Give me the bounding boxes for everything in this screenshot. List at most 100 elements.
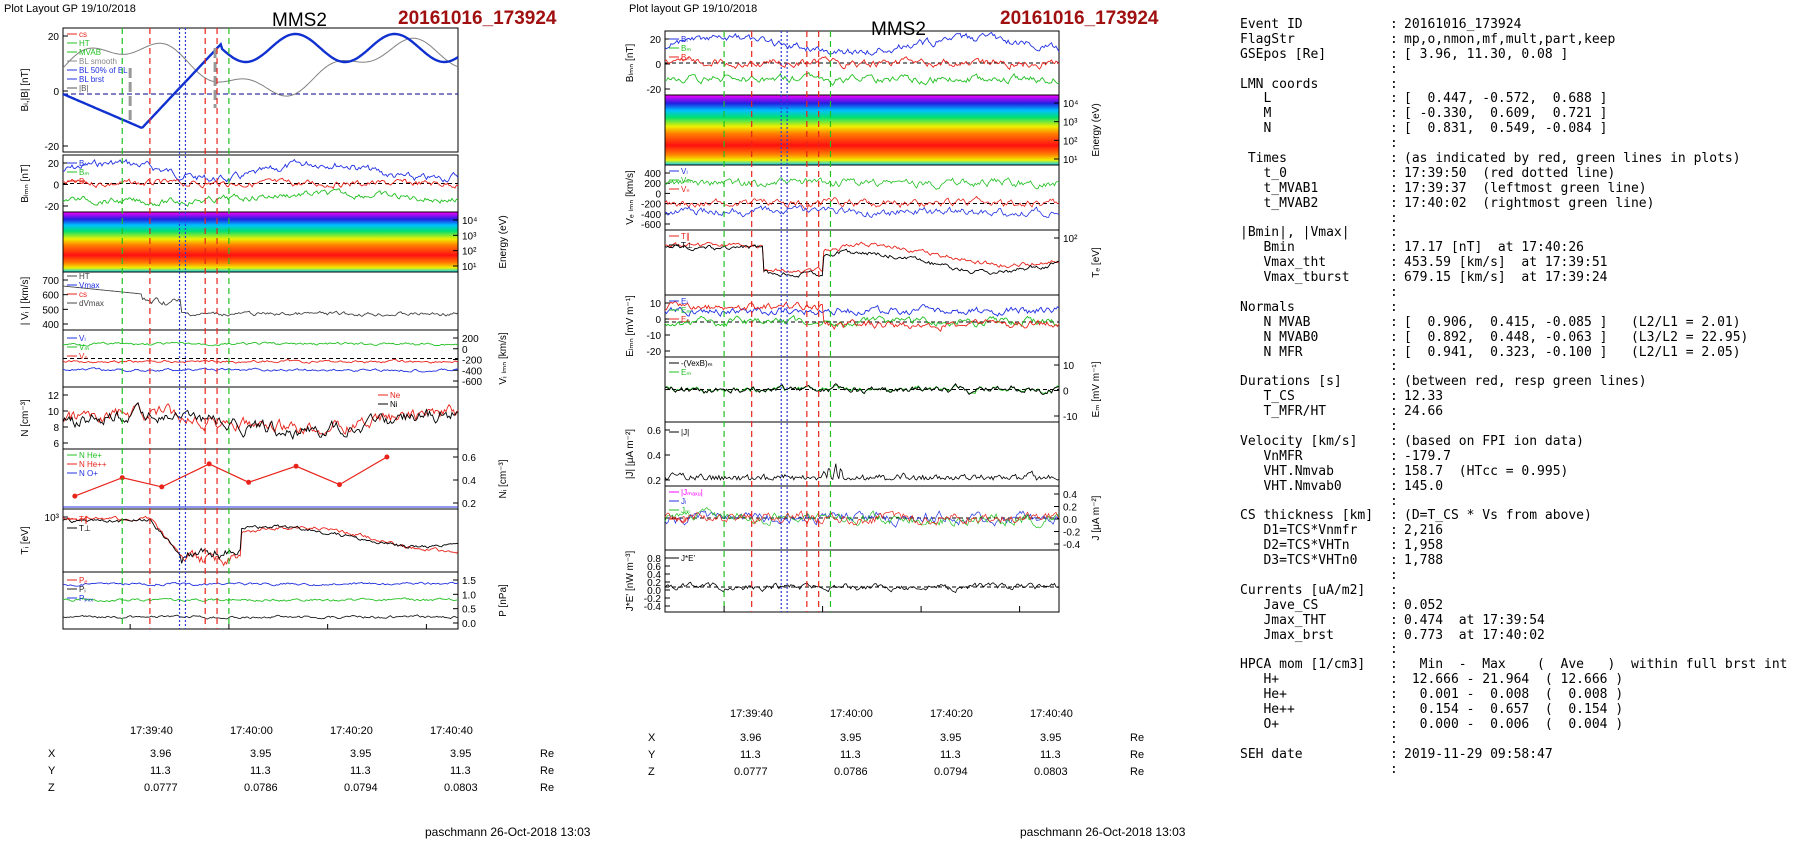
pos-value: 0.0794: [344, 782, 378, 794]
summary-label: N MVAB0: [1240, 330, 1319, 345]
middle-time-tick: 17:39:40: [730, 708, 773, 720]
left-panel-vi-tick-label: 700: [42, 276, 59, 287]
left-panel-nhpca-point: [246, 479, 252, 485]
left-panel-n-tick-label: 10: [48, 407, 60, 418]
pos-unit: Re: [540, 748, 555, 760]
middle-panel-jlmn-series-jl: [664, 510, 1060, 528]
summary-colon: :: [1390, 761, 1398, 777]
summary-value: Min - Max ( Ave ) within full brst int: [1404, 658, 1788, 673]
summary-row: t_0:17:39:50 (red dotted line): [1240, 166, 1800, 182]
summary-colon: :: [1390, 657, 1398, 673]
summary-label: N MVAB: [1240, 315, 1311, 330]
left-panel-bl-legend-entry: HT: [79, 39, 90, 48]
pos-value: 11.3: [1040, 749, 1061, 761]
middle-panel-elmn-series-em: [664, 314, 1060, 328]
summary-colon: :: [1390, 731, 1398, 747]
middle-panel-elmn-tick-label: -20: [647, 347, 662, 358]
summary-colon: :: [1390, 642, 1398, 658]
summary-colon: :: [1390, 433, 1398, 449]
summary-row: :: [1240, 643, 1800, 658]
left-panel-vilmn-tick-label: 0: [462, 345, 468, 356]
summary-label: O+: [1240, 717, 1280, 732]
middle-panel-blmn-ylabel: Bₗₘₙ [nT]: [625, 44, 636, 83]
left-panel-blmn-legend-entry: Bₙ: [79, 177, 88, 186]
middle-panel-jlmn-tick-label: 0.2: [1063, 503, 1077, 514]
summary-value: 0.001 - 0.008 ( 0.008 ): [1404, 688, 1624, 703]
summary-colon: :: [1390, 299, 1398, 315]
pos-label: Z: [648, 766, 655, 778]
summary-colon: :: [1390, 374, 1398, 390]
left-layout-label: Plot Layout GP 19/10/2018: [4, 3, 136, 15]
pos-value: 11.3: [840, 749, 861, 761]
summary-row: Velocity [km/s]: (based on FPI ion data): [1240, 433, 1800, 450]
pos-label: Y: [48, 765, 56, 777]
middle-panel-je-tick-label: 0.6: [647, 562, 661, 573]
pos-unit: Re: [1130, 732, 1145, 744]
pos-value: 3.95: [940, 732, 962, 744]
left-panel-blmn-legend-entry: Bₗ: [79, 159, 86, 168]
left-panel-bl-legend-entry: |B|: [79, 84, 89, 93]
summary-colon: :: [1390, 285, 1398, 301]
summary-label: t_MVAB2: [1240, 196, 1319, 211]
summary-colon: :: [1390, 448, 1398, 464]
summary-label: Currents [uA/m2]: [1240, 583, 1366, 598]
middle-panel-spec: 10⁴ 10³ 10² 10¹ Energy (eV): [664, 94, 1102, 166]
summary-label: [1240, 360, 1390, 375]
summary-row: Durations [s]: (between red, resp green l…: [1240, 374, 1800, 390]
middle-panel-ve-legend-entry: Vₘ: [681, 176, 691, 185]
middle-panel-je-series-je: [664, 581, 1060, 594]
pos-value: 11.3: [150, 765, 171, 777]
summary-value: -179.7: [1404, 449, 1451, 464]
middle-panel-te-series-tpar: [664, 241, 1060, 274]
pos-label: X: [648, 732, 656, 744]
summary-value: [1404, 63, 1800, 78]
summary-label: Jmax_THT: [1240, 613, 1327, 628]
summary-colon: :: [1390, 478, 1398, 494]
left-panel-vilmn-tick-label: -600: [462, 377, 482, 388]
middle-time-tick: 17:40:20: [930, 708, 973, 720]
pos-value: 0.0803: [1034, 766, 1068, 778]
left-panel-blmn-series-bm: [62, 177, 459, 190]
summary-value: 1,788: [1404, 554, 1444, 569]
middle-panel-spec-ylabel: Energy (eV): [1091, 103, 1102, 156]
pos-value: 3.95: [450, 748, 472, 760]
left-panel-nhpca-tick-label: 0.2: [462, 499, 476, 510]
summary-row: T_CS:12.33: [1240, 389, 1800, 405]
middle-panel-jlmn-legend-entry: Jₙ: [681, 515, 688, 524]
summary-label: |Bmin|, |Vmax|: [1240, 226, 1350, 241]
left-panel-p-legend-entry: Pₚₓₓ: [79, 594, 93, 603]
summary-label: [1240, 420, 1390, 435]
summary-label: HPCA mom [1/cm3]: [1240, 658, 1366, 673]
left-panel-ti-tick-label: 10³: [45, 513, 60, 524]
summary-colon: :: [1390, 31, 1398, 47]
middle-panel-elmn-series-el: [664, 304, 1060, 318]
summary-label: [1240, 286, 1390, 301]
summary-value: [1404, 495, 1800, 510]
summary-colon: :: [1390, 716, 1398, 732]
summary-value: 158.7 (HTcc = 0.995): [1404, 464, 1569, 479]
summary-label: Durations [s]: [1240, 375, 1342, 390]
middle-panel-blmn-tick-label: -20: [647, 85, 662, 96]
left-panel-vilmn-legend-entry: Vₘ: [79, 343, 89, 352]
pos-row-x: X 3.96 3.95 3.95 3.95 Re: [648, 732, 1158, 749]
summary-colon: :: [1390, 419, 1398, 435]
left-panel-spec-tick-label: 10¹: [462, 262, 477, 273]
summary-value: [ 0.831, 0.549, -0.084 ]: [1404, 122, 1608, 137]
left-panel-nhpca: 0.6 0.4 0.2 Nᵢ [cm⁻³] N He+N He++N O+: [62, 448, 509, 510]
summary-label: D1=TCS*Vnmfr: [1240, 524, 1358, 539]
summary-label: Vmax_tburst: [1240, 271, 1350, 286]
summary-row: T_MFR/HT:24.66: [1240, 404, 1800, 420]
left-panel-vi-tick-label: 400: [42, 320, 59, 331]
middle-layout-label: Plot layout GP 19/10/2018: [629, 3, 758, 15]
summary-row: D3=TCS*VHTn0:1,788: [1240, 553, 1800, 569]
summary-value: [1404, 733, 1800, 748]
summary-label: He++: [1240, 702, 1295, 717]
summary-label: T_MFR/HT: [1240, 405, 1327, 420]
left-panel-spec-tick-label: 10³: [462, 231, 477, 242]
summary-colon: :: [1390, 463, 1398, 479]
middle-panel-je-tick-label: -0.4: [644, 602, 662, 613]
summary-label: [1240, 569, 1390, 584]
middle-panel-te-ylabel: Tₑ [eV]: [1091, 247, 1102, 278]
